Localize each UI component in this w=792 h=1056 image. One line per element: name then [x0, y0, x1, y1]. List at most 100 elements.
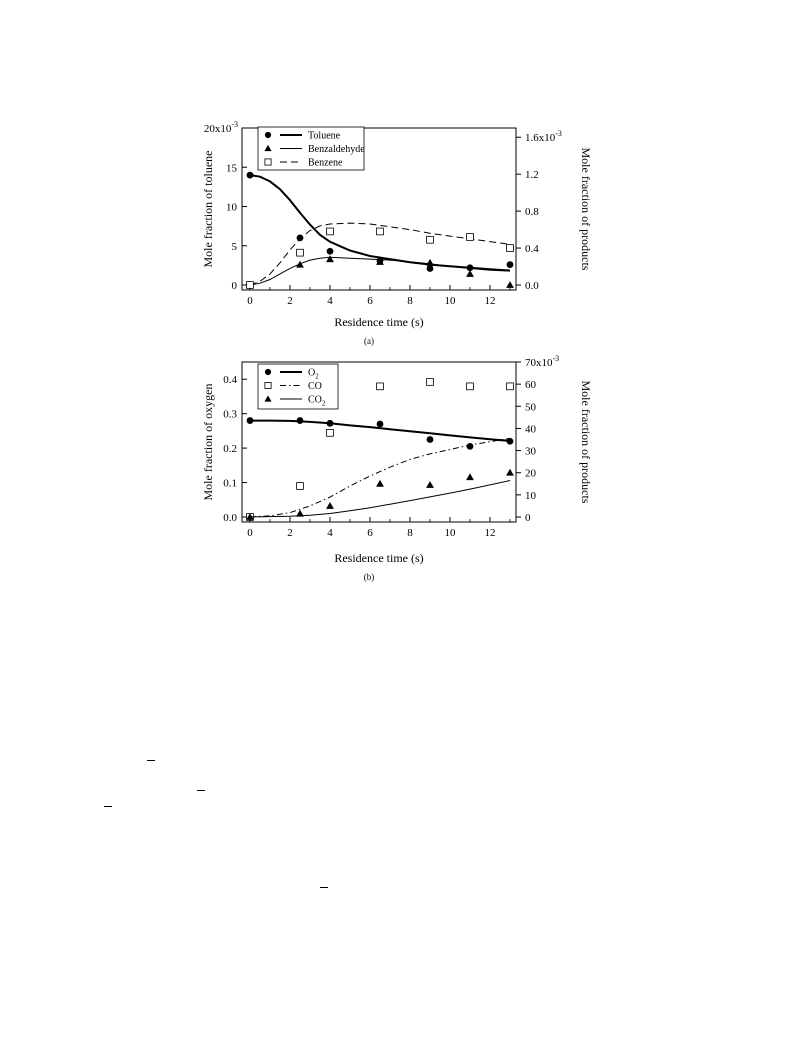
x-tick-label: 0	[247, 295, 253, 307]
data-point-benzene	[326, 227, 334, 236]
data-point-benzene	[426, 235, 434, 244]
y-tick-label: 0.3	[223, 409, 237, 421]
legend-label-benzaldehyde: Benzaldehyde	[308, 144, 365, 155]
data-point-o2	[466, 442, 474, 450]
y-tick-label: 10	[226, 202, 238, 214]
x-tick-label: 8	[407, 295, 413, 307]
x-tick-label: 4	[327, 527, 333, 539]
x-tick-label: 8	[407, 527, 413, 539]
y-tick-label: 0.4	[223, 374, 237, 386]
data-point-benzene	[246, 281, 254, 289]
y-axis-label: Mole fraction of oxygen	[201, 384, 215, 501]
y2-tick-label: 40	[525, 423, 537, 435]
data-point-benzaldehyde	[376, 258, 384, 265]
y-tick-label: 15	[226, 162, 238, 174]
y2-tick-label: 60	[525, 379, 537, 391]
x-tick-label: 4	[327, 295, 333, 307]
data-point-co2	[326, 502, 334, 509]
data-point-o2	[426, 436, 434, 443]
legend-label-o2: O2	[308, 368, 319, 381]
data-point-benzaldehyde	[466, 270, 474, 277]
y-tick-label: 20x10-3	[204, 120, 238, 135]
minus-mark	[147, 760, 155, 761]
data-point-co2	[376, 479, 384, 487]
y2-tick-label: 20	[525, 468, 537, 480]
y-tick-label: 0	[232, 280, 238, 292]
data-point-co2	[296, 509, 304, 517]
y2-tick-label: 0.8	[525, 206, 539, 218]
data-point-toluene	[466, 264, 474, 272]
data-point-co	[326, 429, 334, 437]
figure-caption: (a)	[364, 336, 374, 346]
legend: Toluene Benzaldehyde Benzene	[257, 126, 365, 171]
chart-panel-b: 0 2 4 6 8 10 12 0.0 0.1 0.2 0.3 0.4 0 10 20 30 40 50 60 70x…	[201, 354, 593, 582]
data-point-toluene	[296, 234, 304, 242]
x-tick-label: 12	[485, 527, 496, 539]
data-point-toluene	[246, 171, 254, 179]
data-point-co2	[246, 513, 254, 520]
y-tick-label: 0.1	[223, 478, 237, 490]
y-tick-label: 0.0	[223, 512, 237, 524]
series-line-co2	[249, 480, 511, 518]
x-tick-label: 2	[287, 527, 293, 539]
data-point-benzene	[296, 248, 304, 257]
data-point-toluene	[326, 247, 334, 255]
series-line-co	[249, 437, 511, 518]
data-point-benzaldehyde	[506, 281, 514, 288]
legend-label-toluene: Toluene	[308, 131, 341, 142]
data-point-benzene	[506, 244, 514, 252]
x-axis-label: Residence time (s)	[334, 551, 423, 565]
legend-box	[257, 126, 365, 171]
data-point-o2	[326, 419, 334, 427]
data-point-toluene	[426, 265, 434, 272]
y2-tick-label: 1.2	[525, 169, 539, 181]
data-point-co	[426, 378, 434, 386]
x-tick-label: 10	[445, 295, 457, 307]
legend-marker-benzene	[264, 158, 272, 166]
y2-tick-label: 50	[525, 401, 537, 413]
data-point-benzaldehyde	[326, 255, 334, 263]
legend-marker-toluene	[264, 131, 272, 139]
y2-tick-label: 30	[525, 446, 537, 458]
x-tick-label: 6	[367, 295, 373, 307]
plot-frame	[241, 127, 517, 291]
plot-frame	[241, 361, 517, 523]
data-point-benzaldehyde	[296, 260, 304, 268]
data-point-co	[376, 382, 384, 391]
x-tick-label: 0	[247, 527, 253, 539]
y2-axis-label: Mole fraction of products	[579, 381, 593, 504]
x-tick-label: 2	[287, 295, 293, 307]
data-point-o2	[296, 417, 304, 424]
y2-tick-label: 1.6x10-3	[525, 129, 562, 144]
y2-tick-label: 0.0	[525, 280, 539, 292]
x-tick-label: 12	[485, 295, 496, 307]
minus-mark	[320, 887, 328, 888]
y2-tick-label: 0	[525, 512, 531, 524]
x-tick-label: 6	[367, 527, 373, 539]
data-point-co2	[506, 468, 514, 476]
legend-label-co: CO	[308, 381, 322, 392]
data-point-co	[506, 382, 514, 391]
data-point-co	[296, 482, 304, 490]
y2-tick-label: 10	[525, 490, 537, 502]
y2-tick-label: 70x10-3	[525, 354, 559, 369]
x-axis-label: Residence time (s)	[334, 315, 423, 329]
y-tick-label: 5	[232, 241, 238, 253]
figure-caption: (b)	[364, 572, 375, 582]
minus-mark	[104, 806, 112, 807]
legend-label-benzene: Benzene	[308, 158, 343, 169]
chart-panel-a: 0 2 4 6 8 10 12 0 5 10 15 20x10-3 0.0 0.4 0.8 1.2 1.6x10…	[201, 120, 593, 346]
data-point-co	[466, 382, 474, 391]
legend-marker-o2	[264, 368, 272, 376]
y-axis-label: Mole fraction of toluene	[201, 151, 215, 268]
series-line-toluene	[249, 174, 511, 272]
x-tick-label: 10	[445, 527, 457, 539]
legend-marker-co2	[264, 395, 272, 402]
data-point-benzene	[466, 233, 474, 241]
data-point-benzene	[376, 227, 384, 236]
series-line-benzene	[249, 222, 511, 286]
legend-marker-co	[264, 381, 272, 389]
data-point-toluene	[506, 261, 514, 268]
